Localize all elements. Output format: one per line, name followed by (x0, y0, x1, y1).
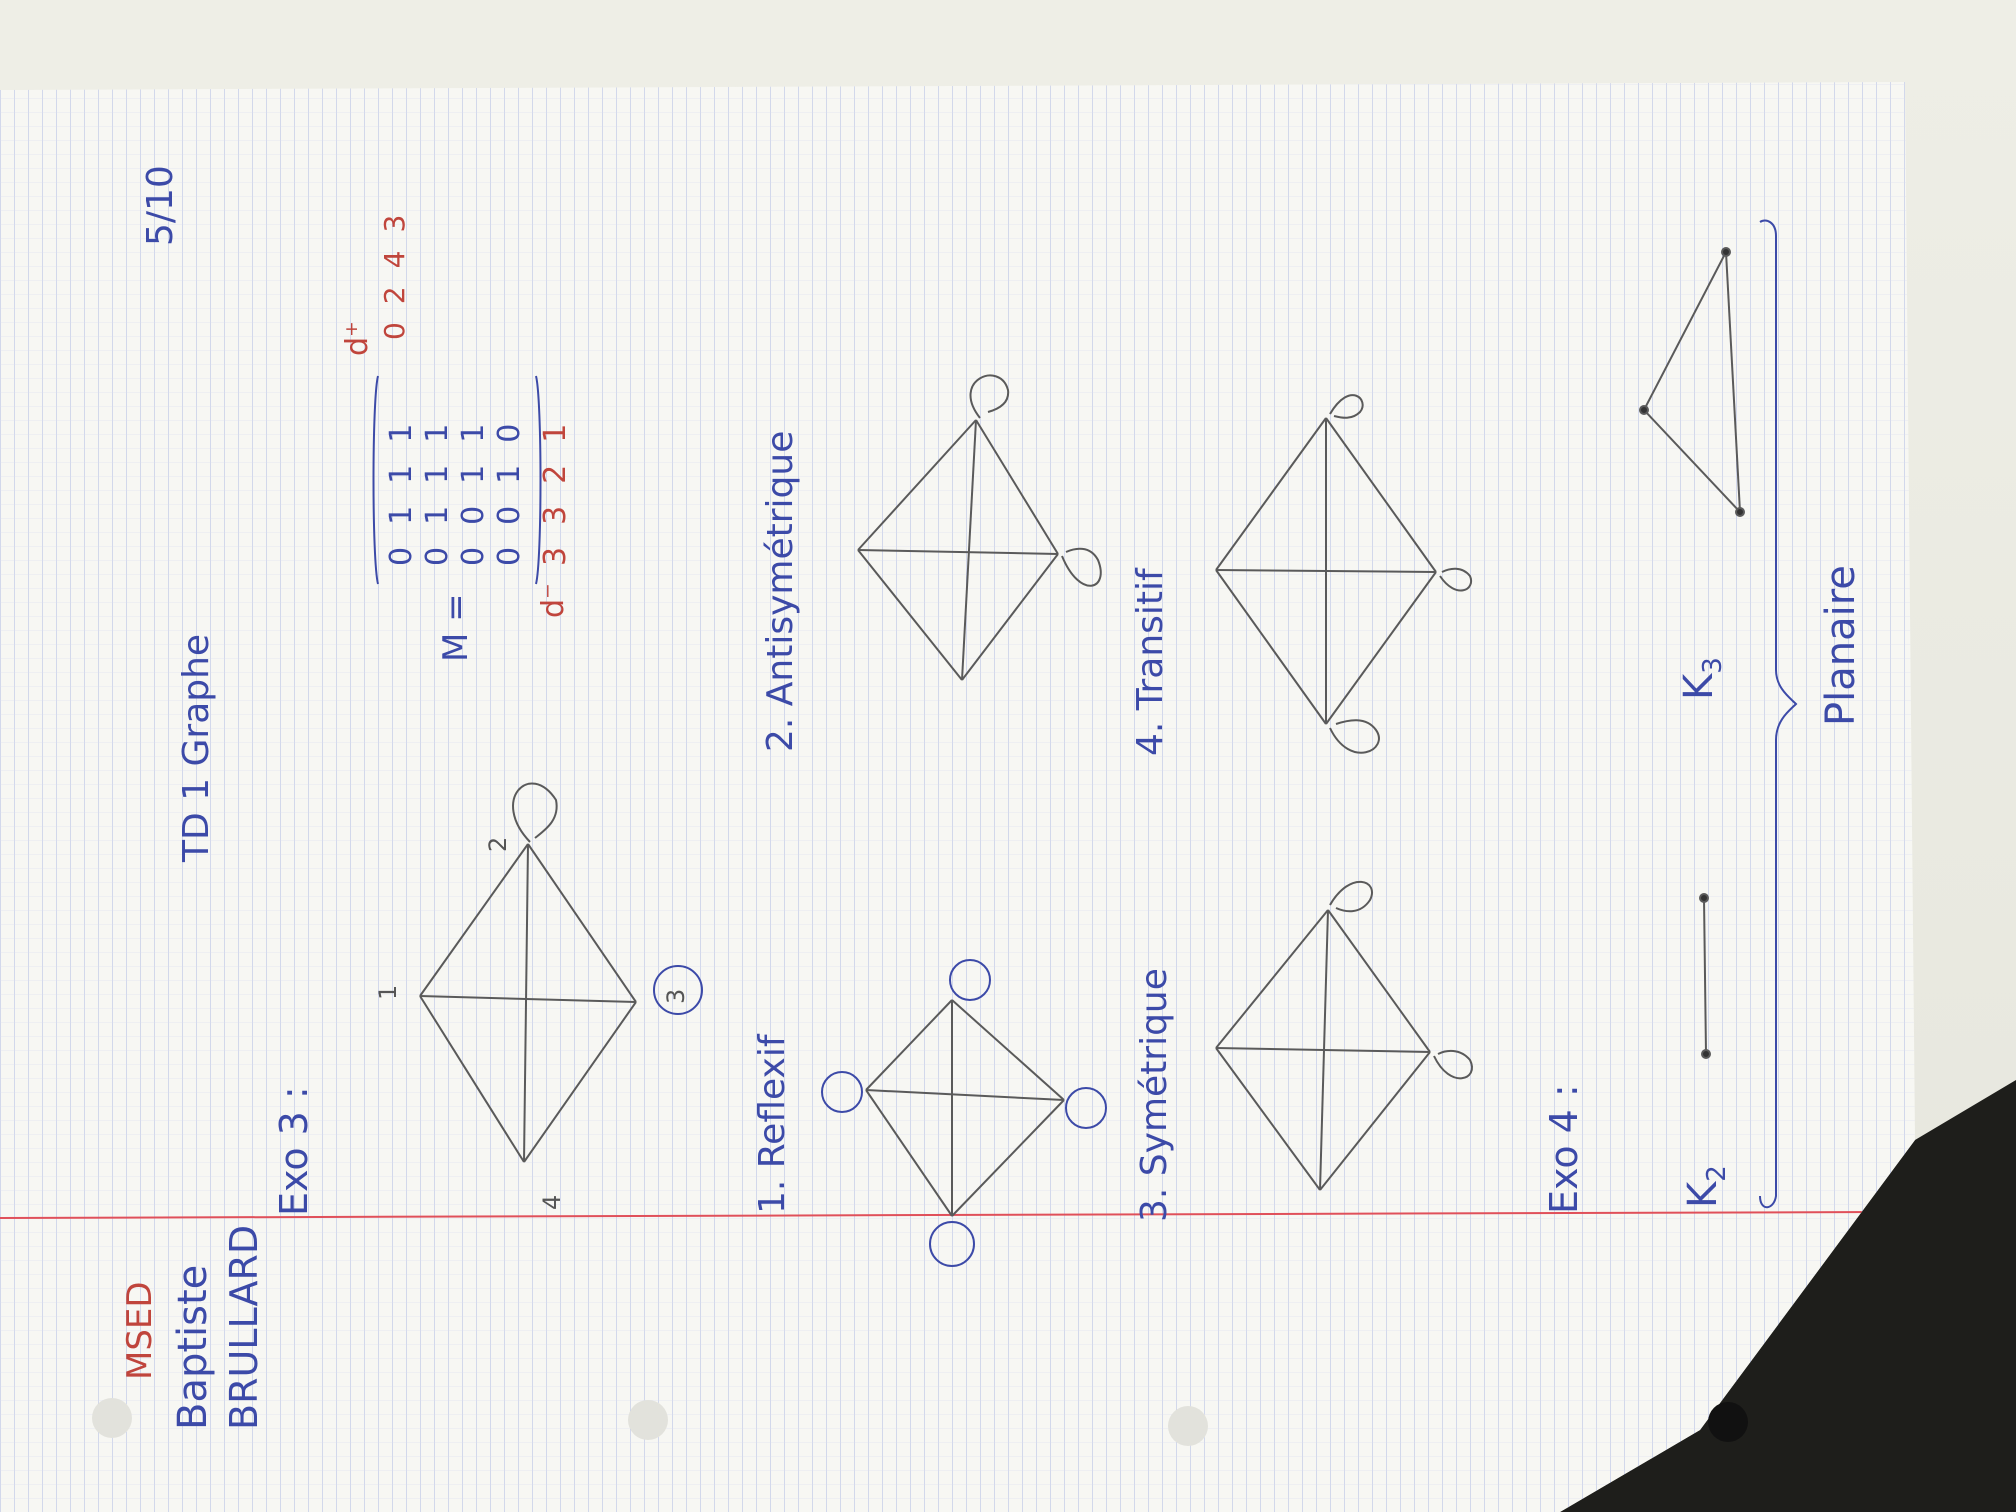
page-date: 5/10 (140, 165, 181, 246)
node-label: 4 (538, 1194, 566, 1210)
punch-hole (628, 1400, 668, 1440)
graph-symetrique (1215, 880, 1473, 1191)
student-last-name: BRULLARD (222, 1224, 266, 1430)
sub-antisymetrique: 2. Antisymétrique (760, 430, 801, 752)
matrix-paren-right (535, 375, 542, 585)
matrix-row: 0111 (384, 401, 419, 566)
d-plus-column: 0243 (378, 196, 411, 340)
main-graph (419, 782, 703, 1163)
graph-k2 (1699, 893, 1711, 1059)
punch-hole (1708, 1402, 1748, 1442)
matrix-paren-left (372, 375, 379, 585)
class-code: MSED (120, 1281, 160, 1380)
sub-symetrique: 3. Symétrique (1134, 968, 1175, 1222)
d-minus-row: 3321 (538, 401, 573, 566)
d-minus-label: d⁻ (536, 583, 571, 618)
exo3-label: Exo 3 : (272, 1086, 316, 1216)
graph-antisymetrique (857, 374, 1102, 681)
d-plus-label: d⁺ (340, 321, 375, 356)
matrix-row: 0111 (420, 401, 455, 566)
sub-reflexif: 1. Reflexif (752, 1034, 793, 1214)
graph-transitif (1215, 394, 1473, 754)
matrix-label: M = (436, 593, 476, 662)
sub-transitif: 4. Transitif (1130, 568, 1171, 756)
node-label: 1 (374, 984, 402, 1000)
punch-hole (92, 1398, 132, 1438)
node-label: 3 (662, 988, 690, 1004)
matrix-row: 0011 (456, 401, 491, 566)
brace (1759, 219, 1798, 1209)
k2-label: K2 (1680, 1165, 1732, 1208)
graph-k3 (1639, 247, 1745, 517)
exo4-label: Exo 4 : (1542, 1084, 1586, 1214)
page-title: TD 1 Graphe (176, 633, 217, 862)
student-first-name: Baptiste (170, 1264, 216, 1430)
graph-reflexif (821, 959, 1107, 1267)
matrix-row: 0010 (492, 401, 527, 566)
punch-hole (1168, 1406, 1208, 1446)
k3-label: K3 (1676, 657, 1728, 700)
planaire-label: Planaire (1818, 565, 1864, 726)
node-label: 2 (484, 836, 512, 852)
